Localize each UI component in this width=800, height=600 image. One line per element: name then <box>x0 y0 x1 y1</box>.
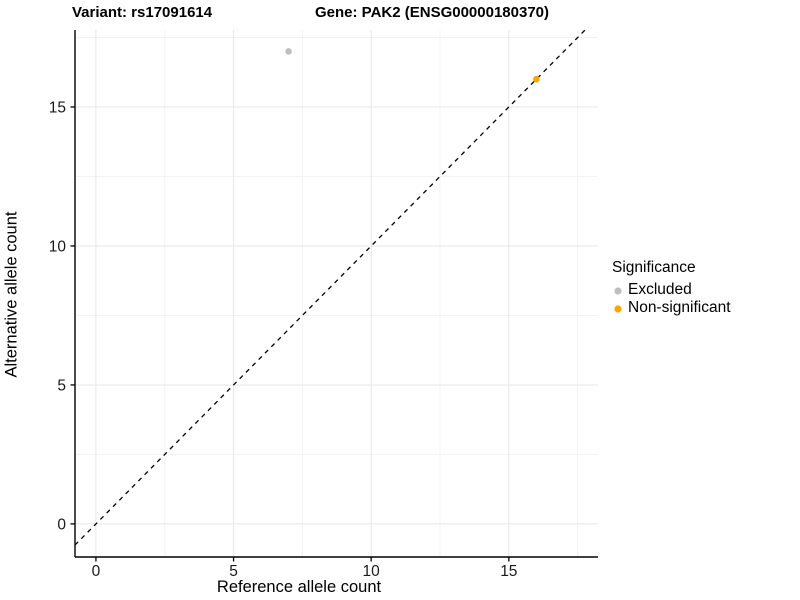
legend: Significance Excluded Non-significant <box>612 258 731 317</box>
major-gridlines <box>75 30 598 557</box>
plot-title-gene: Gene: PAK2 (ENSG00000180370) <box>315 4 550 21</box>
legend-item-non-significant: Non-significant <box>612 299 731 317</box>
axis-ticks <box>70 106 510 562</box>
svg-text:0: 0 <box>92 563 101 580</box>
svg-text:5: 5 <box>229 563 238 580</box>
excluded-dot-icon <box>614 287 622 295</box>
axis-lines <box>74 30 598 558</box>
identity-reference-line <box>74 29 586 546</box>
axis-tick-labels: 0 5 10 15 0 5 10 15 <box>49 99 518 580</box>
legend-title: Significance <box>612 259 696 276</box>
non-significant-dot-icon <box>614 305 622 313</box>
data-points <box>285 48 540 83</box>
svg-text:0: 0 <box>57 516 66 533</box>
svg-text:10: 10 <box>49 238 67 255</box>
svg-text:5: 5 <box>57 377 66 394</box>
x-axis-title: Reference allele count <box>216 578 382 596</box>
legend-item-excluded: Excluded <box>612 281 731 299</box>
legend-label-non-significant: Non-significant <box>628 299 731 316</box>
y-axis-title: Alternative allele count <box>2 211 21 378</box>
svg-text:15: 15 <box>500 563 517 580</box>
legend-label-excluded: Excluded <box>628 281 692 298</box>
svg-text:15: 15 <box>49 99 66 116</box>
plot-title-variant: Variant: rs17091614 <box>72 4 213 21</box>
minor-gridlines <box>75 30 598 557</box>
svg-text:10: 10 <box>363 563 381 580</box>
